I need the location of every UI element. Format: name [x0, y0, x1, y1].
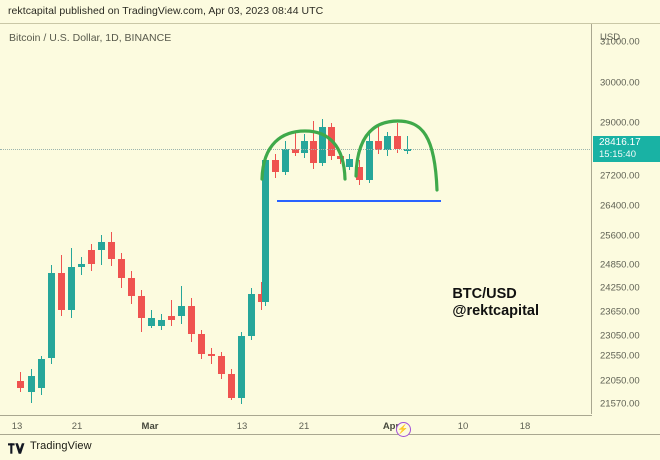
candle-wick — [100, 235, 103, 265]
time-axis-tick: 13 — [11, 421, 23, 432]
price-axis-tick: 22050.00 — [600, 375, 640, 387]
candle-body — [282, 149, 289, 172]
price-axis-tick: 30000.00 — [600, 77, 640, 89]
earnings-event-marker[interactable]: ⚡ — [396, 422, 411, 437]
candle-body — [38, 358, 45, 389]
time-axis-tick: 10 — [457, 421, 469, 432]
price-axis-tick: 24250.00 — [600, 282, 640, 294]
chart-plot-area[interactable]: Bitcoin / U.S. Dollar, 1D, BINANCE BTC/U… — [0, 24, 592, 414]
tradingview-logo-icon — [8, 441, 25, 454]
candle-body — [48, 272, 55, 359]
candle-body — [272, 160, 279, 172]
price-axis-tick: 23650.00 — [600, 306, 640, 318]
candle-body — [394, 136, 401, 150]
tradingview-footer-logo[interactable]: TradingView — [8, 440, 92, 454]
candle-body — [58, 272, 65, 310]
candle-body — [228, 373, 235, 398]
price-axis-tick: 26400.00 — [600, 200, 640, 212]
tradingview-logo-text: TradingView — [30, 440, 92, 452]
candle-body — [88, 249, 95, 264]
time-axis-tick: 21 — [298, 421, 310, 432]
candle-body — [128, 278, 135, 296]
candle-body — [262, 160, 269, 302]
current-price-value: 28416.17 — [599, 137, 641, 148]
candle-body — [319, 127, 326, 163]
candle-body — [218, 356, 225, 374]
candle-body — [28, 376, 35, 393]
symbol-legend-label[interactable]: Bitcoin / U.S. Dollar, 1D, BINANCE — [9, 32, 172, 44]
candle-body — [328, 127, 335, 157]
time-axis-tick: 13 — [236, 421, 248, 432]
price-axis-tick: 27200.00 — [600, 170, 640, 182]
time-axis-tick: Apr — [382, 421, 400, 432]
candle-body — [148, 318, 155, 326]
candle-body — [168, 316, 175, 320]
candle-body — [346, 159, 353, 168]
candle-body — [118, 259, 125, 279]
candle-body — [178, 306, 185, 316]
time-axis-tick: Mar — [141, 421, 159, 432]
watermark-line-2: @rektcapital — [452, 303, 539, 319]
candle-wick — [406, 136, 409, 154]
candle-body — [301, 140, 308, 153]
current-price-time: 15:15:40 — [599, 148, 636, 160]
candle-body — [310, 140, 317, 163]
chart-watermark: BTC/USD @rektcapital — [452, 286, 539, 320]
candle-body — [366, 140, 373, 180]
candle-body — [68, 266, 75, 310]
candle-body — [337, 156, 344, 160]
arc-drawings-layer — [260, 119, 439, 192]
candle-body — [198, 334, 205, 354]
price-axis-tick: 24850.00 — [600, 259, 640, 271]
candle-body — [78, 263, 85, 267]
candle-body — [248, 294, 255, 336]
price-axis-tick: 21570.00 — [600, 398, 640, 410]
candle-body — [138, 296, 145, 318]
time-axis-tick: 21 — [71, 421, 83, 432]
chart-frame: Bitcoin / U.S. Dollar, 1D, BINANCE BTC/U… — [0, 23, 660, 437]
current-price-badge: 28416.17 15:15:40 — [593, 136, 660, 162]
publisher-attribution-line: rektcapital published on TradingView.com… — [8, 5, 324, 17]
candle-body — [356, 167, 363, 180]
price-axis-tick: 29000.00 — [600, 117, 640, 129]
price-axis[interactable]: USD 31000.00 30000.00 29000.00 27200.00 2640… — [593, 24, 660, 414]
price-axis-tick: 22550.00 — [600, 350, 640, 362]
current-price-dotted-line — [0, 149, 591, 150]
candle-wick — [170, 300, 173, 326]
lightning-bolt-icon: ⚡ — [397, 424, 409, 434]
candle-body — [258, 294, 265, 302]
candle-body — [108, 241, 115, 260]
price-axis-tick: 23050.00 — [600, 330, 640, 342]
candle-body — [238, 336, 245, 398]
candle-body — [17, 381, 24, 389]
candle-body — [208, 354, 215, 356]
price-axis-tick: 25600.00 — [600, 230, 640, 242]
watermark-line-1: BTC/USD — [452, 286, 517, 302]
price-axis-tick: 31000.00 — [600, 36, 640, 48]
price-axis-currency-label: USD — [600, 32, 621, 43]
candle-body — [158, 320, 165, 326]
time-axis[interactable]: 13 21 Mar 13 21 Apr 10 18 — [0, 415, 592, 436]
candle-body — [188, 306, 195, 334]
candle-body — [98, 241, 105, 250]
support-trendline-drawing[interactable] — [277, 200, 441, 202]
time-axis-tick: 18 — [519, 421, 531, 432]
candle-wick — [180, 286, 183, 324]
